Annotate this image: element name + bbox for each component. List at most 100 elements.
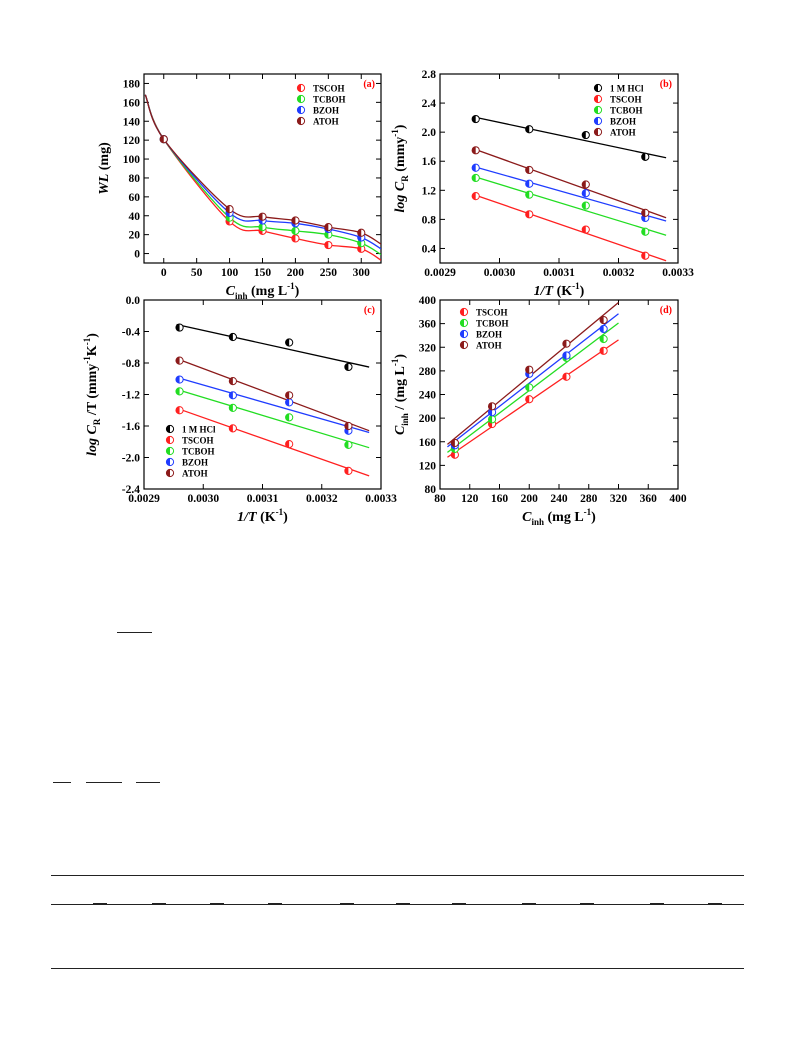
panel-b-ylabel-rest: (mmy xyxy=(393,137,408,176)
legend-marker-TSCOH-fill xyxy=(460,308,464,316)
data-point-TSCOH xyxy=(581,225,590,234)
x-tick-label: 280 xyxy=(580,493,598,505)
data-point-TSCOH xyxy=(641,251,650,260)
x-tick-label: 50 xyxy=(191,267,203,279)
data-point-TCBOH xyxy=(471,173,480,183)
data-point-TSCOH xyxy=(324,240,333,250)
data-point-ATOH xyxy=(599,315,608,325)
legend-marker-TCBOH xyxy=(165,446,175,456)
x-tick-label: 150 xyxy=(254,267,272,279)
data-point-BZOH-fill xyxy=(525,180,530,188)
legend-marker-1-M-HCl-fill xyxy=(594,84,598,92)
page-fragment-line xyxy=(117,632,152,633)
data-point-TCBOH xyxy=(599,334,608,344)
data-point-ATOH-fill xyxy=(344,422,349,430)
y-tick-label: 360 xyxy=(419,319,437,331)
data-point-TSCOH xyxy=(285,440,294,449)
data-point-TCBOH xyxy=(285,413,294,422)
legend-label: TCBOH xyxy=(313,95,346,105)
x-tick-label: 120 xyxy=(461,493,479,505)
panel-b-tag: (b) xyxy=(660,79,672,90)
panel-c-xlabel-main: 1/T xyxy=(237,510,258,525)
data-point-TSCOH-fill xyxy=(525,395,530,403)
data-point-ATOH xyxy=(324,222,333,232)
data-point-TCBOH xyxy=(525,190,534,199)
data-point-TCBOH xyxy=(228,403,237,412)
data-point-TCBOH-fill xyxy=(285,413,290,421)
y-tick-label: 20 xyxy=(129,230,141,242)
legend-label: TSCOH xyxy=(476,308,508,318)
panel-c-ylabel-sup2: -1 xyxy=(82,337,92,345)
x-tick-label: 0.0033 xyxy=(365,493,397,505)
data-point-ATOH xyxy=(641,208,650,217)
legend-marker-ATOH-fill xyxy=(460,341,464,349)
table-subrule xyxy=(210,903,224,905)
data-point-BZOH-fill xyxy=(600,325,604,333)
legend-label: BZOH xyxy=(610,117,636,127)
legend-label: ATOH xyxy=(476,341,502,351)
data-point-1-M-HCl xyxy=(175,323,184,332)
data-point-TSCOH-fill xyxy=(175,406,180,414)
x-tick-label: 0.0029 xyxy=(424,267,456,279)
panel-b-ylabel-main: log C xyxy=(393,181,408,212)
data-point-TSCOH-fill xyxy=(582,225,586,234)
legend-label: ATOH xyxy=(610,128,636,138)
legend-label: BZOH xyxy=(476,330,502,340)
x-tick-label: 360 xyxy=(640,493,658,505)
legend-marker-TSCOH xyxy=(459,307,469,317)
data-point-TSCOH xyxy=(525,395,534,404)
data-point-ATOH-fill xyxy=(258,213,263,221)
data-point-ATOH xyxy=(562,339,571,348)
data-point-TCBOH-fill xyxy=(525,191,530,199)
legend-label: TCBOH xyxy=(610,106,643,116)
legend-marker-BZOH-fill xyxy=(166,458,170,466)
legend-label: TSCOH xyxy=(610,95,642,105)
x-tick-label: 100 xyxy=(221,267,239,279)
legend-marker-ATOH-fill xyxy=(594,128,598,136)
y-tick-label: 60 xyxy=(129,192,141,204)
data-point-ATOH-fill xyxy=(562,340,567,348)
panel-a-tag: (a) xyxy=(363,79,375,90)
y-tick-label: 2.0 xyxy=(422,127,437,139)
x-tick-label: 0.0031 xyxy=(247,493,279,505)
data-point-ATOH-fill xyxy=(285,391,290,399)
panel-c-ylabel-close: ) xyxy=(85,333,100,338)
legend-marker-TCBOH xyxy=(593,105,603,115)
legend-marker-BZOH-fill xyxy=(460,330,464,338)
data-point-1-M-HCl-fill xyxy=(229,333,233,341)
legend-marker-TSCOH xyxy=(165,435,175,445)
data-point-ATOH xyxy=(344,421,353,431)
panel-d-ylabel-sup: -1 xyxy=(390,358,400,366)
y-tick-label: 0.8 xyxy=(422,214,437,226)
legend-label: TSCOH xyxy=(313,84,345,94)
legend-marker-TSCOH-fill xyxy=(297,84,301,92)
data-point-TCBOH-fill xyxy=(291,227,296,235)
data-point-1-M-HCl xyxy=(344,362,353,372)
legend-marker-ATOH xyxy=(459,340,469,350)
y-tick-label: 80 xyxy=(129,173,141,185)
legend-label: BZOH xyxy=(182,458,208,468)
y-tick-label: 80 xyxy=(425,484,437,496)
legend-marker-TCBOH-fill xyxy=(460,319,464,327)
panel-a-xlabel-main: C xyxy=(226,284,236,299)
panel-a-xlabel-rest: (mg L xyxy=(248,284,288,299)
data-point-TSCOH-fill xyxy=(562,373,567,381)
legend-label: 1 M HCl xyxy=(610,84,644,94)
data-point-ATOH-fill xyxy=(225,205,230,213)
series-TCBOH-fit-line xyxy=(176,388,370,449)
data-point-ATOH xyxy=(471,146,480,155)
data-point-ATOH xyxy=(175,356,184,365)
data-point-1-M-HCl-fill xyxy=(285,338,290,347)
data-point-ATOH xyxy=(487,402,497,411)
data-point-BZOH-fill xyxy=(582,189,586,197)
legend-marker-1-M-HCl-fill xyxy=(166,425,170,433)
panel-a-ylabel-rest: (mg) xyxy=(97,142,112,174)
x-tick-label: 200 xyxy=(521,493,539,505)
x-tick-label: 0.0029 xyxy=(128,493,160,505)
series-BZOH-fit-line xyxy=(472,165,667,222)
data-point-ATOH-fill xyxy=(488,402,493,410)
panel-d-ylabel-rest: / xyxy=(393,405,408,414)
y-tick-label: 0.4 xyxy=(422,243,437,255)
y-tick-label: 120 xyxy=(123,135,141,147)
data-point-TSCOH xyxy=(450,450,459,459)
